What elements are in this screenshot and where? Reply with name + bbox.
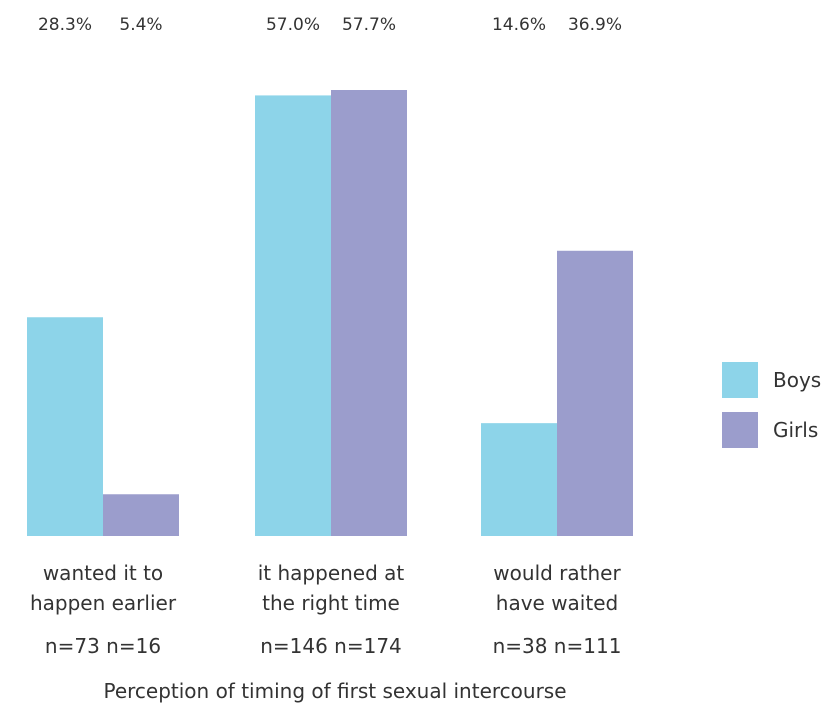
- category-label-2-line-1: have waited: [496, 591, 618, 615]
- pct-label-girls-2: 36.9%: [568, 15, 622, 35]
- n-labels-1: n=146 n=174: [260, 634, 402, 658]
- legend-swatch-boys: [722, 362, 758, 398]
- legend: Boys Girls: [722, 362, 821, 448]
- bar-boys-0: [27, 317, 103, 536]
- bar-girls-0: [103, 494, 179, 536]
- n-labels-2: n=38 n=111: [493, 634, 622, 658]
- legend-label-girls: Girls: [773, 418, 818, 442]
- bar-boys-1: [255, 95, 331, 537]
- x-axis-title: Perception of timing of first sexual int…: [103, 679, 566, 703]
- pct-label-boys-0: 28.3%: [38, 15, 92, 35]
- pct-label-girls-1: 57.7%: [342, 15, 396, 35]
- category-labels: wanted it to happen earlier it happened at…: [30, 561, 622, 615]
- pct-label-boys-2: 14.6%: [492, 15, 546, 35]
- n-label-boys-2: n=38: [493, 634, 548, 658]
- n-label-boys-0: n=73: [45, 634, 100, 658]
- n-label-boys-1: n=146: [260, 634, 328, 658]
- bars: [27, 90, 633, 537]
- n-label-girls-2: n=111: [547, 634, 621, 658]
- category-label-1-line-0: it happened at: [258, 561, 405, 585]
- legend-label-boys: Boys: [773, 368, 821, 392]
- category-label-0-line-0: wanted it to: [43, 561, 163, 585]
- bar-boys-2: [481, 423, 557, 536]
- legend-swatch-girls: [722, 412, 758, 448]
- pct-label-girls-0: 5.4%: [119, 15, 162, 35]
- category-label-1-line-1: the right time: [262, 591, 400, 615]
- n-labels-0: n=73 n=16: [45, 634, 161, 658]
- category-label-0-line-1: happen earlier: [30, 591, 177, 615]
- percentage-labels: 28.3% 5.4% 57.0% 57.7% 14.6% 36.9%: [38, 15, 622, 35]
- category-label-2-line-0: would rather: [493, 561, 621, 585]
- pct-label-boys-1: 57.0%: [266, 15, 320, 35]
- bar-girls-2: [557, 250, 633, 536]
- n-label-girls-1: n=174: [328, 634, 402, 658]
- n-label-girls-0: n=16: [100, 634, 161, 658]
- sample-size-labels: n=73 n=16 n=146 n=174 n=38 n=111: [45, 634, 622, 658]
- bar-girls-1: [331, 90, 407, 536]
